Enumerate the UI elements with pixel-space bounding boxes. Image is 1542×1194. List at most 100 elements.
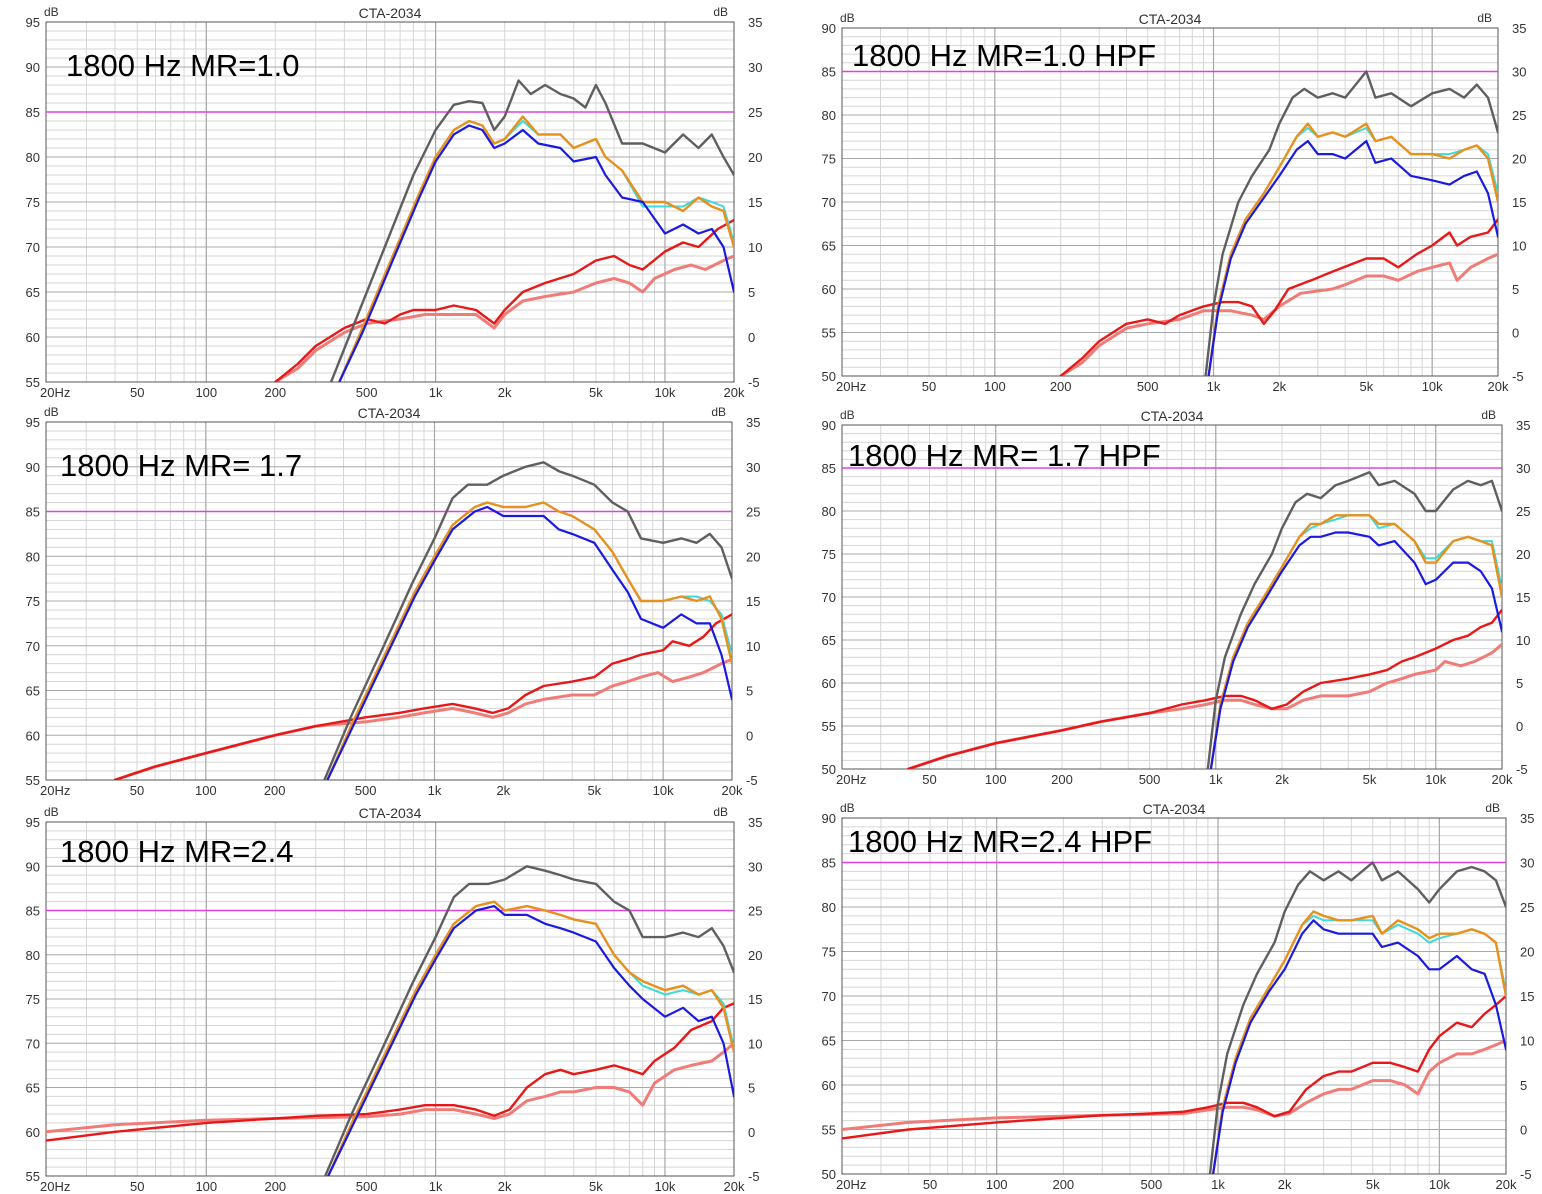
y-left-tick-label: 60 [26,1125,40,1140]
x-tick-label: 20k [1496,1177,1517,1192]
y-right-tick-label: 25 [1512,108,1526,123]
chart-panel-6: 20Hz 50 100 200 500 1k 2k 5k 10k 20k 50 55 60 65 70 75 8… [800,796,1542,1194]
series-line-cyan [338,120,734,382]
chart-svg-3: 20Hz 50 100 200 500 1k 2k 5k 10k 20k5560657075808… [26,405,761,796]
series-line-red [1059,218,1498,376]
chart-svg-2: 20Hz 50 100 200 500 1k 2k 5k 10k 20k5055606570758… [822,11,1527,394]
y-left-tick-label: 85 [822,461,836,476]
chart-svg-4: 20Hz 50 100 200 500 1k 2k 5k 10k 20k5055606570758… [822,408,1531,787]
y-left-tick-label: 70 [822,989,836,1004]
series-line-pink [46,1041,734,1134]
y-right-tick-label: 20 [1512,152,1526,167]
series-line-gray [1204,70,1498,376]
left-unit-label: dB [840,11,855,25]
y-right-tick-label: 0 [1516,719,1523,734]
y-left-tick-label: 95 [26,15,40,30]
series-line-orange [327,900,734,1176]
series-group [1059,70,1498,376]
chart-svg-1: 20Hz 50 100 200 500 1k 2k 5k 10k 20k5560657075808… [26,5,763,400]
right-unit-label: dB [1485,801,1500,815]
plot-frame [45,421,733,781]
x-tick-label: 200 [264,783,286,796]
y-right-tick-label: -5 [746,773,758,788]
series-line-blue [338,124,734,382]
y-left-tick-label: 80 [822,108,836,123]
series-line-gray [324,865,734,1176]
y-left-tick-label: 55 [822,719,836,734]
y-left-tick-label: 50 [822,369,836,384]
y-right-tick-label: 0 [746,728,753,743]
y-left-tick-label: 70 [26,1036,40,1051]
x-tick-label: 2k [498,385,512,400]
y-right-tick-label: 35 [1516,418,1530,433]
y-right-tick-label: 10 [746,639,760,654]
y-right-tick-label: 5 [1516,676,1523,691]
chart-panel-4: 20Hz 50 100 200 500 1k 2k 5k 10k 20k 50 55 60 65 70 75 8… [790,400,1542,792]
y-left-tick-label: 75 [26,195,40,210]
configuration-label: 1800 Hz MR=1.0 [66,48,299,83]
series-line-red [907,608,1502,769]
y-right-tick-label: 0 [748,330,755,345]
x-tick-label: 2k [1275,772,1289,787]
x-tick-label: 10k [1425,772,1446,787]
y-right-tick-label: 5 [1520,1078,1527,1093]
x-tick-label: 100 [195,385,217,400]
y-right-tick-label: -5 [1516,762,1528,777]
left-unit-label: dB [840,408,855,422]
x-tick-label: 200 [1051,772,1073,787]
y-right-tick-label: 30 [1520,856,1534,871]
x-tick-label: 200 [264,1179,286,1194]
y-right-tick-label: 35 [748,815,762,830]
y-right-tick-label: 5 [1512,282,1519,297]
x-tick-label: 1k [1207,379,1221,394]
y-left-tick-label: 55 [822,326,836,341]
left-unit-label: dB [44,5,59,19]
y-right-tick-label: 30 [1512,65,1526,80]
y-right-tick-label: 15 [1520,989,1534,1004]
series-line-orange [338,115,734,382]
series-line-gray [323,461,732,780]
series-line-blue [1212,919,1506,1174]
y-left-tick-label: 85 [26,105,40,120]
y-right-tick-label: 20 [748,150,762,165]
x-tick-label: 20k [722,783,743,796]
x-tick-label: 200 [264,385,286,400]
y-right-tick-label: 30 [748,859,762,874]
y-left-tick-label: 75 [26,992,40,1007]
y-left-tick-label: 55 [822,1123,836,1138]
y-left-tick-label: 80 [822,900,836,915]
configuration-label: 1800 Hz MR= 1.7 HPF [848,438,1161,473]
x-tick-label: 50 [922,772,936,787]
x-tick-label: 20Hz [40,1179,70,1194]
y-right-tick-label: 5 [746,684,753,699]
plot-frame [45,821,735,1177]
x-tick-label: 2k [1272,379,1286,394]
y-left-tick-label: 60 [26,330,40,345]
y-left-tick-label: 90 [26,460,40,475]
x-tick-label: 50 [130,783,144,796]
right-unit-label: dB [713,805,728,819]
y-left-tick-label: 85 [26,505,40,520]
x-tick-label: 100 [195,783,217,796]
chart-panel-1: 20Hz 50 100 200 500 1k 2k 5k 10k 20k 55 60 65 70 75 80 8… [0,0,770,400]
y-right-tick-label: 5 [748,1081,755,1096]
configuration-label: 1800 Hz MR=2.4 [60,834,293,869]
x-tick-label: 1k [1211,1177,1225,1192]
right-unit-label: dB [713,5,728,19]
y-right-tick-label: 25 [1516,504,1530,519]
y-right-tick-label: 35 [1520,811,1534,826]
y-left-tick-label: 75 [822,547,836,562]
y-right-tick-label: -5 [1512,369,1524,384]
series-group [113,461,732,780]
y-left-tick-label: 70 [26,240,40,255]
y-right-tick-label: 15 [1512,195,1526,210]
y-right-tick-label: 25 [748,105,762,120]
y-left-tick-label: 65 [26,1081,40,1096]
right-unit-label: dB [1477,11,1492,25]
y-right-tick-label: 15 [748,992,762,1007]
x-tick-label: 100 [986,1177,1008,1192]
chart-title: CTA-2034 [358,405,421,421]
series-line-orange [1209,514,1502,769]
y-left-tick-label: 80 [26,948,40,963]
y-right-tick-label: 20 [748,948,762,963]
